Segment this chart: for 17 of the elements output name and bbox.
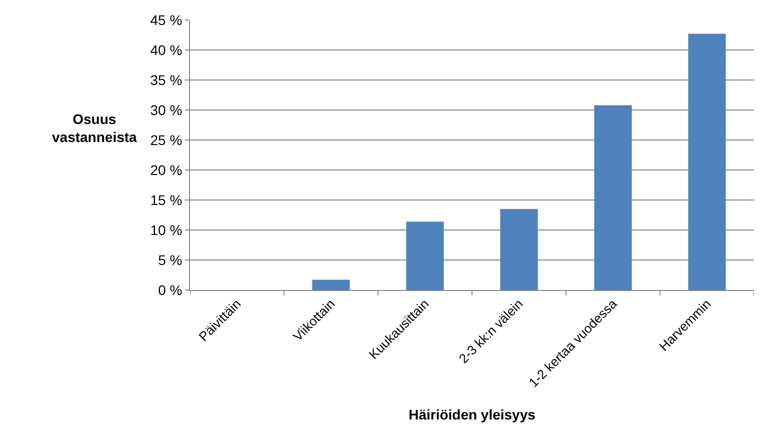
y-tick-label: 10 % xyxy=(150,222,182,238)
y-tick-label: 25 % xyxy=(150,132,182,148)
y-tick-label: 30 % xyxy=(150,102,182,118)
y-tick-label: 15 % xyxy=(150,192,182,208)
bar xyxy=(688,34,726,290)
y-tick-label: 45 % xyxy=(150,12,182,28)
bar xyxy=(406,222,444,290)
bar xyxy=(594,105,632,290)
x-axis-title: Häiriöiden yleisyys xyxy=(408,406,536,422)
y-tick-label: 0 % xyxy=(158,282,182,298)
y-tick-label: 35 % xyxy=(150,72,182,88)
bar xyxy=(312,280,350,290)
y-axis-title: Osuus vastanneista xyxy=(52,111,138,146)
y-tick-label: 40 % xyxy=(150,42,182,58)
bar xyxy=(500,209,538,290)
y-tick-label: 20 % xyxy=(150,162,182,178)
y-tick-label: 5 % xyxy=(158,252,182,268)
